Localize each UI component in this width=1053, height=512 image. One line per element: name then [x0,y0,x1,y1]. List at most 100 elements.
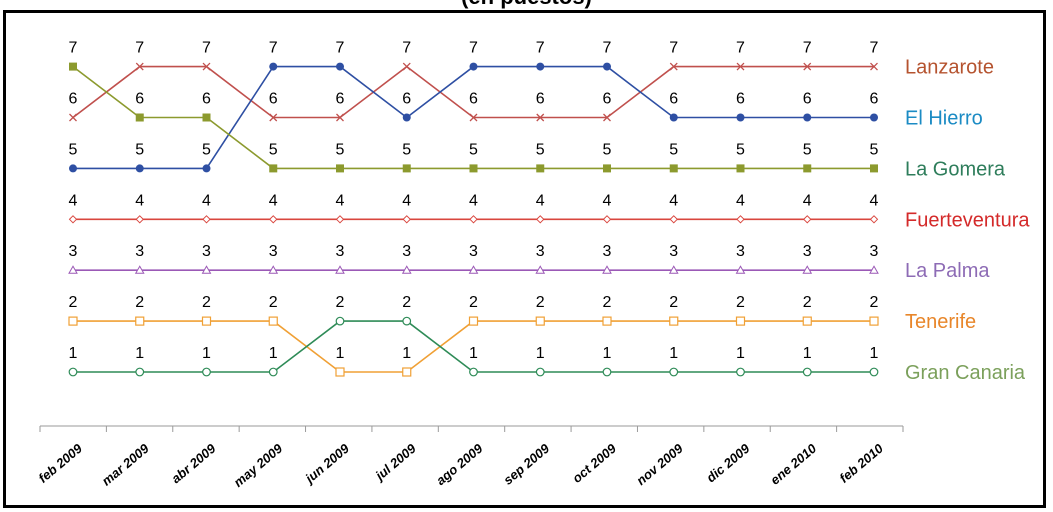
la-gomera-marker [202,113,211,122]
data-label: 6 [469,91,478,108]
data-label: 6 [69,91,78,108]
lanzarote-marker [269,113,278,122]
lanzarote-marker [469,113,478,122]
la-palma-marker [802,265,813,274]
data-label: 1 [402,345,411,362]
tenerife-marker [735,316,746,326]
fuerteventura-marker [269,215,278,224]
el-hierro-marker [69,164,77,173]
data-label: 5 [336,141,345,158]
la-gomera-marker [803,164,812,173]
data-label: 7 [402,40,411,57]
x-tick-label: jul 2009 [371,440,419,484]
data-label: 4 [202,192,211,209]
fuerteventura-marker [869,215,879,224]
tenerife-marker [869,316,879,326]
legend-gran-canaria: Gran Canaria [905,362,1026,384]
el-hierro-marker [336,62,344,71]
data-label: 1 [736,345,745,362]
data-label: 1 [69,345,78,362]
tenerife-marker [135,316,145,326]
data-label: 4 [336,192,345,209]
x-tick-label: may 2009 [231,440,286,490]
data-label: 1 [469,345,478,362]
data-label: 6 [402,91,411,108]
fuerteventura-marker [803,215,812,224]
data-label: 6 [269,91,278,108]
la-palma-marker [335,265,345,274]
data-label: 4 [803,192,812,209]
data-label: 4 [135,192,144,209]
legend-el-hierro: El Hierro [905,108,983,130]
chart-title-strip: (en puestos) [0,0,1053,10]
data-label: 1 [870,345,879,362]
data-label: 2 [135,294,144,311]
data-label: 2 [402,294,411,311]
la-gomera-marker [336,164,344,173]
data-label: 1 [202,345,211,362]
data-label: 5 [269,141,278,158]
data-label: 5 [202,141,211,158]
el-hierro-marker [202,164,211,173]
lanzarote-marker [336,113,344,122]
el-hierro-marker [736,113,745,122]
data-label: 3 [603,243,612,260]
el-hierro-marker [402,113,411,122]
data-label: 5 [536,141,545,158]
data-label: 3 [669,243,678,260]
fuerteventura-marker [469,215,478,224]
data-label: 3 [469,243,478,260]
data-label: 7 [870,40,879,57]
data-label: 7 [669,40,678,57]
lanzarote-marker [202,62,211,71]
data-label: 3 [336,243,345,260]
data-label: 2 [736,294,745,311]
gran-canaria-marker [535,367,545,377]
data-label: 3 [803,243,812,260]
lanzarote-marker [402,62,411,71]
data-label: 2 [603,294,612,311]
data-label: 7 [135,40,144,57]
la-palma-marker [134,265,145,274]
data-label: 4 [402,192,411,209]
la-palma-marker [869,265,879,274]
data-label: 3 [135,243,144,260]
data-label: 2 [469,294,478,311]
data-label: 2 [69,294,78,311]
lanzarote-marker [803,62,812,71]
data-label: 6 [336,91,345,108]
data-label: 4 [469,192,478,209]
la-gomera-marker [69,62,77,71]
fuerteventura-marker [335,215,345,224]
fuerteventura-marker [202,215,211,224]
x-tick-label: abr 2009 [168,440,219,486]
gran-canaria-marker [335,316,345,326]
tenerife-marker [335,367,345,377]
data-label: 6 [669,91,678,108]
la-gomera-marker [469,164,478,173]
data-label: 6 [135,91,144,108]
data-label: 4 [870,192,879,209]
data-label: 6 [603,91,612,108]
data-label: 7 [736,40,745,57]
el-hierro-marker [803,113,812,122]
la-gomera-marker [669,164,678,173]
data-label: 6 [202,91,211,108]
la-palma-marker [602,265,612,274]
data-label: 6 [803,91,812,108]
data-label: 5 [469,141,478,158]
data-label: 1 [803,345,812,362]
el-hierro-marker [269,62,278,71]
data-label: 3 [536,243,545,260]
x-tick-label: nov 2009 [633,440,686,488]
gran-canaria-marker [669,367,679,377]
la-gomera-marker [135,113,144,122]
gran-canaria-marker [602,367,612,377]
data-label: 3 [269,243,278,260]
lanzarote-marker [603,113,611,122]
fuerteventura-marker [536,215,545,224]
data-label: 1 [536,345,545,362]
tenerife-marker [402,367,412,377]
line-chart: feb 2009 mar 2009 abr 2009 may 2009 jun 2009… [35,40,1030,490]
la-palma-marker [735,265,746,274]
